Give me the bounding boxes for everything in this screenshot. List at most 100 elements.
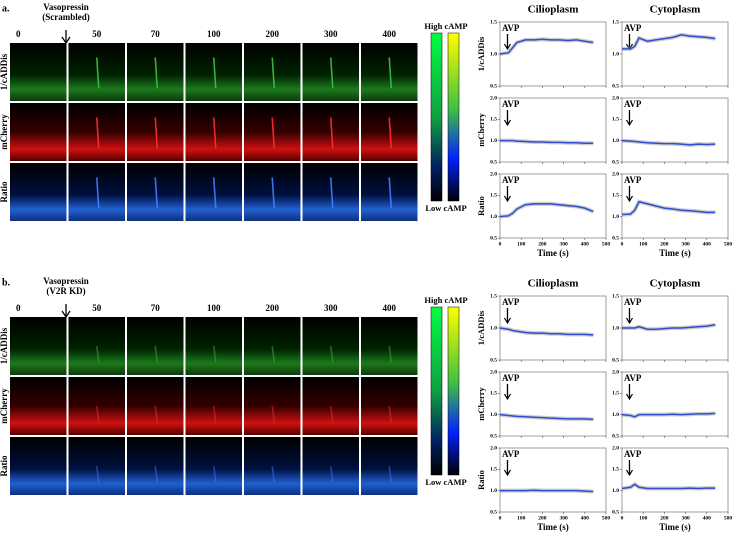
avp-annotation: AVP [502,373,520,383]
cilium [388,465,393,483]
colorbar-high: High cAMP [424,295,467,305]
microscopy-image [68,163,125,221]
microscopy-image [361,437,418,495]
mean-trace [499,327,594,336]
cilium [95,117,100,149]
time-label: 0 [16,303,21,313]
y-tick-label: 1.0 [612,214,619,220]
mean-trace [621,139,716,146]
time-label: 100 [207,29,221,39]
cilium [154,177,159,209]
y-tick-label: 0.5 [612,357,619,363]
y-tick-label: 0.5 [490,159,497,165]
y-tick-label: 1.0 [490,138,497,144]
y-tick-label: 0.5 [612,235,619,241]
microscopy-image [10,377,67,435]
microscopy-image [127,437,184,495]
time-label: 200 [266,29,280,39]
y-tick-label: 0.5 [612,159,619,165]
colorbar [447,306,460,476]
y-tick-label: 1.0 [490,51,497,57]
cilium [95,465,100,483]
colorbar-high: High cAMP [424,21,467,31]
y-tick-label: 1.0 [612,138,619,144]
row-label: mCherry [0,388,9,424]
time-label: 50 [92,29,102,39]
cilium [388,405,393,423]
y-tick-label: 0.5 [612,83,619,89]
y-tick-label: 1.5 [612,117,619,123]
y-axis-label: Ratio [476,470,486,490]
microscopy-image [10,437,67,495]
x-tick-label: 400 [581,241,590,247]
mean-trace [500,489,594,493]
y-axis-label: mCherry [476,386,486,420]
arrow-head [503,393,511,401]
colorbar-low: Low cAMP [425,203,466,213]
x-tick-label: 200 [538,515,547,521]
microscopy-image [10,317,67,375]
microscopy-image [127,317,184,375]
avp-annotation: AVP [624,373,642,383]
microscopy-image [244,103,301,161]
time-label: 100 [207,303,221,313]
arrow-head [625,393,633,401]
y-tick-label: 1.0 [612,325,619,331]
microscopy-image [361,377,418,435]
cilium [329,405,334,423]
microscopy-image [10,103,67,161]
column-title: Cilioplasm [528,278,579,290]
cilium [154,117,159,149]
y-tick-label: 0.5 [490,433,497,439]
x-tick-label: 100 [639,515,648,521]
y-tick-label: 0.5 [490,235,497,241]
plot-frame [499,21,607,87]
row-label: Ratio [0,181,9,202]
colorbar-low: Low cAMP [425,477,466,487]
avp-annotation: AVP [502,23,520,33]
cilium [329,345,334,363]
microscopy-image [127,43,184,101]
microscopy-image [185,437,242,495]
column-title: Cytoplasm [650,278,701,290]
microscopy-image [127,103,184,161]
cilium [212,117,217,149]
y-tick-label: 2.0 [490,95,497,101]
avp-annotation: AVP [624,175,642,185]
x-tick-label: 100 [517,515,526,521]
avp-annotation: AVP [502,297,520,307]
arrow-head [503,43,511,51]
y-tick-label: 1.5 [490,293,497,299]
microscopy-image [68,377,125,435]
cilium [95,345,100,363]
microscopy-image [68,437,125,495]
x-axis-label: Time (s) [659,522,691,532]
y-tick-label: 1.5 [612,293,619,299]
mean-trace [500,139,594,144]
colorbar [430,306,443,476]
microscopy-image [244,163,301,221]
y-tick-label: 1.5 [490,193,497,199]
time-label: 300 [324,29,338,39]
cilium [95,177,100,209]
y-axis-label: Ratio [476,196,486,216]
time-label: 200 [266,303,280,313]
mean-trace [621,200,716,216]
avp-annotation: AVP [624,449,642,459]
microscopy-image [185,163,242,221]
time-label: 400 [383,29,397,39]
y-tick-label: 2.0 [612,171,619,177]
cilium [271,177,276,209]
time-label: 400 [383,303,397,313]
time-label: 50 [92,303,102,313]
x-axis-label: Time (s) [537,522,569,532]
microscopy-image [68,103,125,161]
y-tick-label: 1.5 [490,19,497,25]
cilium [329,465,334,483]
time-label: 70 [151,29,161,39]
y-axis-label: 1/cADDis [476,310,486,345]
avp-annotation: AVP [624,99,642,109]
cilium [95,405,100,423]
x-tick-label: 500 [602,515,611,521]
x-tick-label: 300 [559,241,568,247]
